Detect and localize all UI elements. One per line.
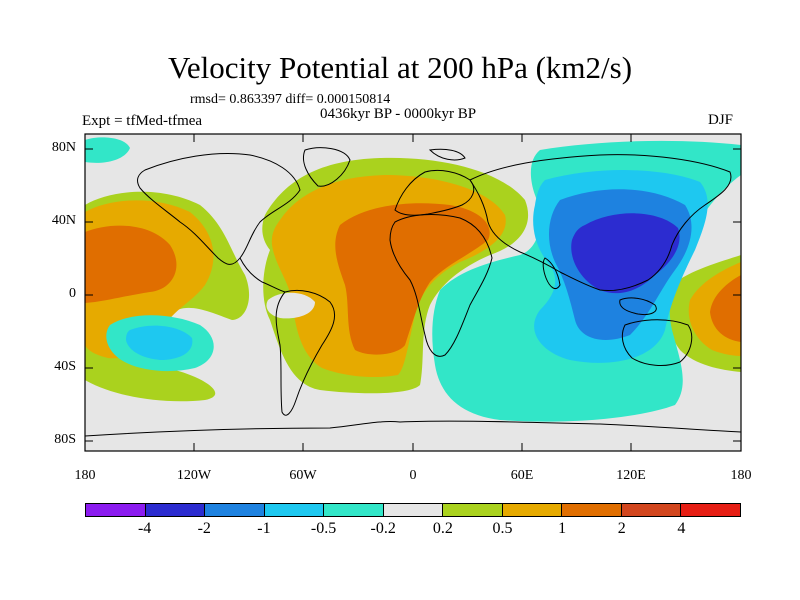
colorbar-swatch-1: [145, 504, 206, 516]
colorbar-swatch-10: [681, 504, 741, 516]
colorbar-label: 1: [558, 520, 567, 537]
lon-label-180w: 180: [74, 468, 96, 483]
colorbar-swatch-6: [443, 504, 503, 516]
colorbar-label: 0.2: [432, 520, 453, 537]
colorbar-swatch-9: [621, 504, 682, 516]
coast-india: [542, 257, 561, 289]
lat-label-40s: 40S: [54, 359, 76, 374]
contour-spacific-neg05: [126, 325, 193, 360]
contour-asia-neg2: [571, 213, 680, 294]
coast-south-america: [275, 289, 335, 416]
contour-pacific-1: [85, 225, 177, 303]
coast-antarctica: [85, 420, 741, 437]
lat-label-0: 0: [69, 286, 76, 301]
contour-arctic-neg02: [85, 137, 130, 163]
lon-label-60e: 60E: [510, 468, 534, 483]
coast-arctic-islands: [428, 148, 466, 161]
colorbar-label: -0.5: [310, 520, 337, 537]
colorbar-swatch-4: [324, 504, 384, 516]
tick-marks: [85, 134, 741, 451]
colorbar-label: -1: [257, 520, 271, 537]
colorbar-swatch-3: [264, 504, 325, 516]
coast-se-asia: [619, 297, 657, 315]
coastlines: [85, 147, 741, 437]
colorbar-swatch-7: [502, 504, 563, 516]
map-title: Velocity Potential at 200 hPa (km2/s): [167, 50, 633, 85]
colorbar-swatch-5: [383, 504, 444, 516]
colorbar-swatch-0: [86, 504, 146, 516]
contour-east-1: [710, 275, 741, 342]
coast-asia: [469, 154, 732, 291]
stats-text: rmsd= 0.863397 diff= 0.000150814: [190, 92, 391, 107]
period-text: 0436kyr BP - 0000kyr BP: [320, 106, 477, 122]
lon-label-0: 0: [409, 468, 417, 483]
contour-pacific-white-blob: [266, 292, 315, 319]
coast-central-america: [239, 257, 286, 293]
colorbar-label: 0.5: [492, 520, 513, 537]
contour-atlantic-1: [335, 203, 490, 355]
colorbar: [85, 503, 741, 517]
coast-africa: [389, 214, 493, 357]
colorbar-label: -2: [197, 520, 211, 537]
lon-label-120w: 120W: [176, 468, 212, 483]
lat-label-80s: 80S: [54, 432, 76, 447]
lon-label-180e: 180: [730, 468, 752, 483]
lat-label-40n: 40N: [51, 213, 76, 228]
colorbar-swatch-2: [205, 504, 265, 516]
experiment-label: Expt = tfMed-tfmea: [82, 113, 203, 129]
lat-label-80n: 80N: [51, 140, 76, 155]
lon-label-60w: 60W: [289, 468, 317, 483]
colorbar-label: -4: [137, 520, 152, 537]
colorbar-label: 4: [677, 520, 686, 537]
season-label: DJF: [708, 112, 734, 128]
coast-australia: [621, 319, 693, 366]
lon-label-120e: 120E: [616, 468, 646, 483]
colorbar-label: 2: [617, 520, 626, 537]
colorbar-swatch-8: [562, 504, 622, 516]
coast-north-america: [137, 153, 301, 265]
coast-greenland: [303, 147, 351, 187]
colorbar-label: -0.2: [370, 520, 396, 537]
contour-field: [85, 134, 741, 451]
